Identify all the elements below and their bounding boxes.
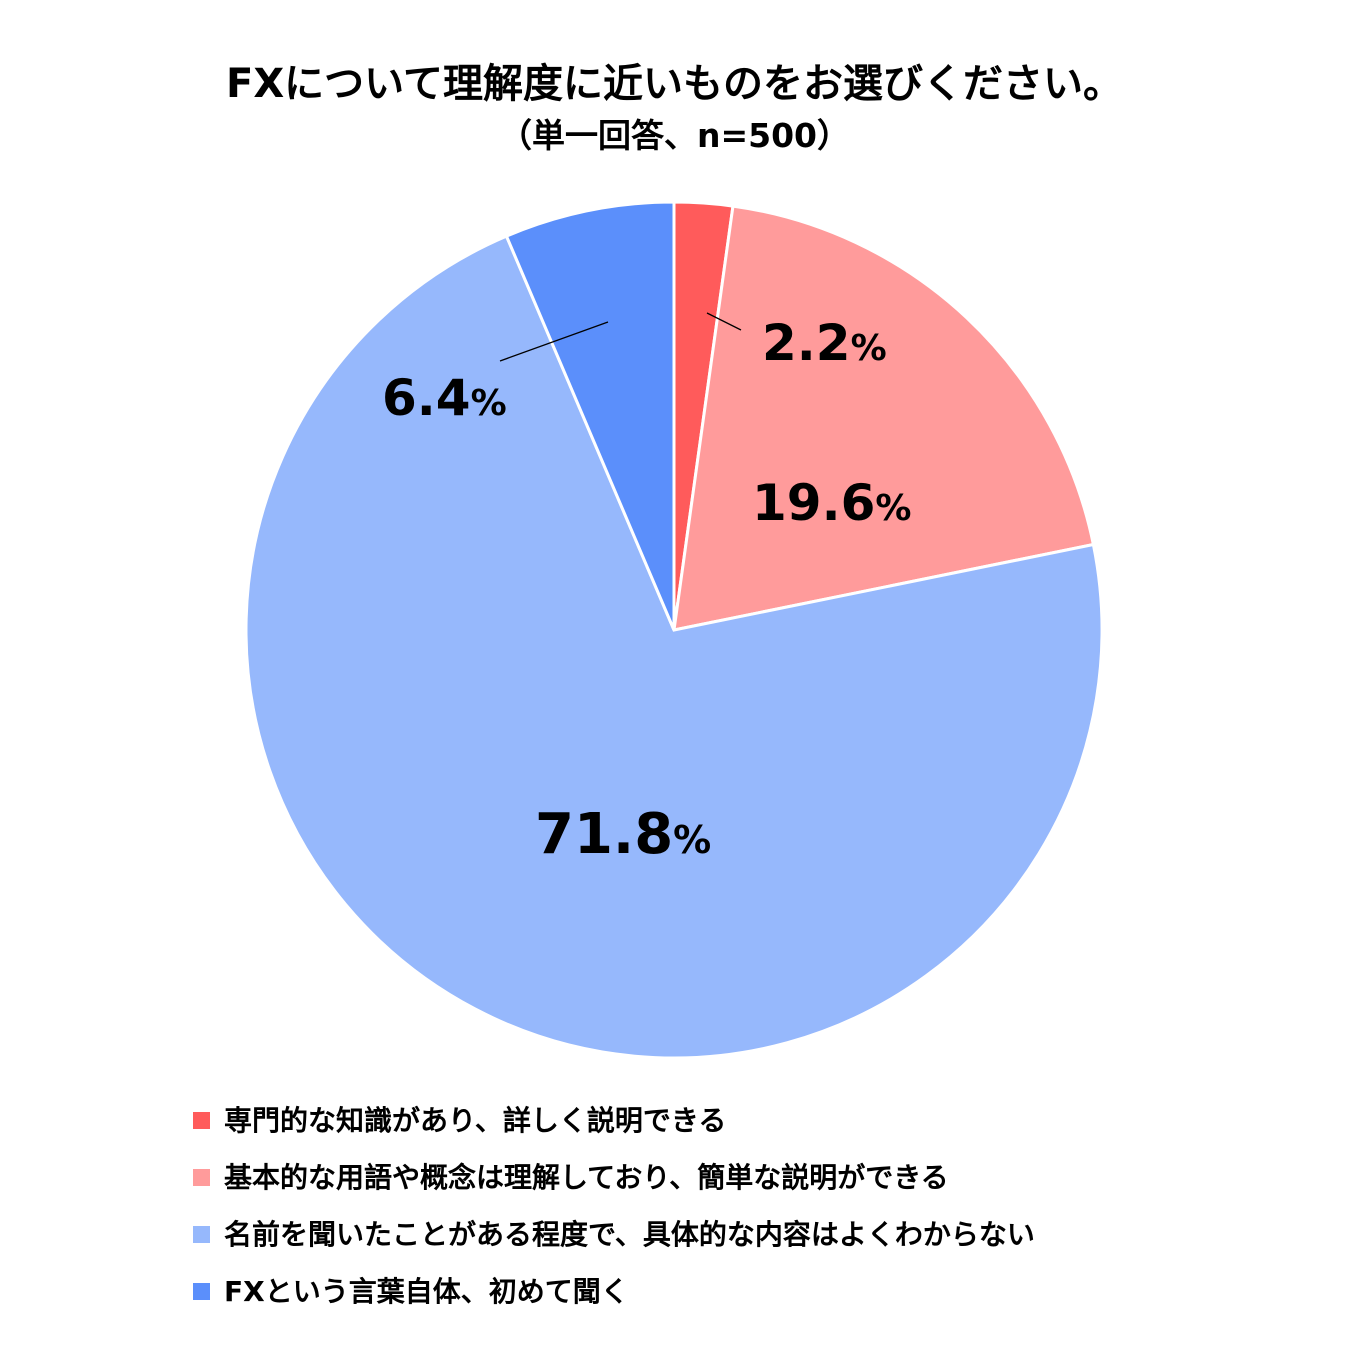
pie-slice-4 [504,200,676,631]
legend-item-2: 基本的な用語や概念は理解しており、簡単な説明ができる [193,1149,1293,1206]
legend-label: 基本的な用語や概念は理解しており、簡単な説明ができる [224,1160,949,1194]
legend-item-4: FXという言葉自体、初めて聞く [193,1263,1293,1320]
legend-label: 名前を聞いたことがある程度で、具体的な内容はよくわからない [224,1217,1035,1251]
legend-swatch [193,1283,210,1300]
legend-label: 専門的な知識があり、詳しく説明できる [224,1103,727,1137]
pie-slice-2 [672,204,1096,632]
leader-line-1 [706,312,742,331]
data-label-3: 71.8% [535,802,711,867]
pie-slice-3 [244,234,1104,1060]
chart-title: FXについて理解度に近いものをお選びください。 [226,61,1123,107]
legend-item-1: 専門的な知識があり、詳しく説明できる [193,1092,1293,1149]
data-label-1: 2.2% [762,314,887,372]
leader-line-4 [499,321,609,362]
legend-swatch [193,1226,210,1243]
pie-chart: 2.2% 19.6% 71.8% 6.4% [244,200,1104,1060]
legend-swatch [193,1112,210,1129]
chart-legend: 専門的な知識があり、詳しく説明できる基本的な用語や概念は理解しており、簡単な説明… [193,1092,1293,1320]
chart-subtitle: （単一回答、n=500） [498,116,851,155]
data-label-2: 19.6% [752,474,911,532]
data-label-4: 6.4% [382,369,507,427]
legend-swatch [193,1169,210,1186]
legend-label: FXという言葉自体、初めて聞く [224,1274,629,1308]
legend-item-3: 名前を聞いたことがある程度で、具体的な内容はよくわからない [193,1206,1293,1263]
